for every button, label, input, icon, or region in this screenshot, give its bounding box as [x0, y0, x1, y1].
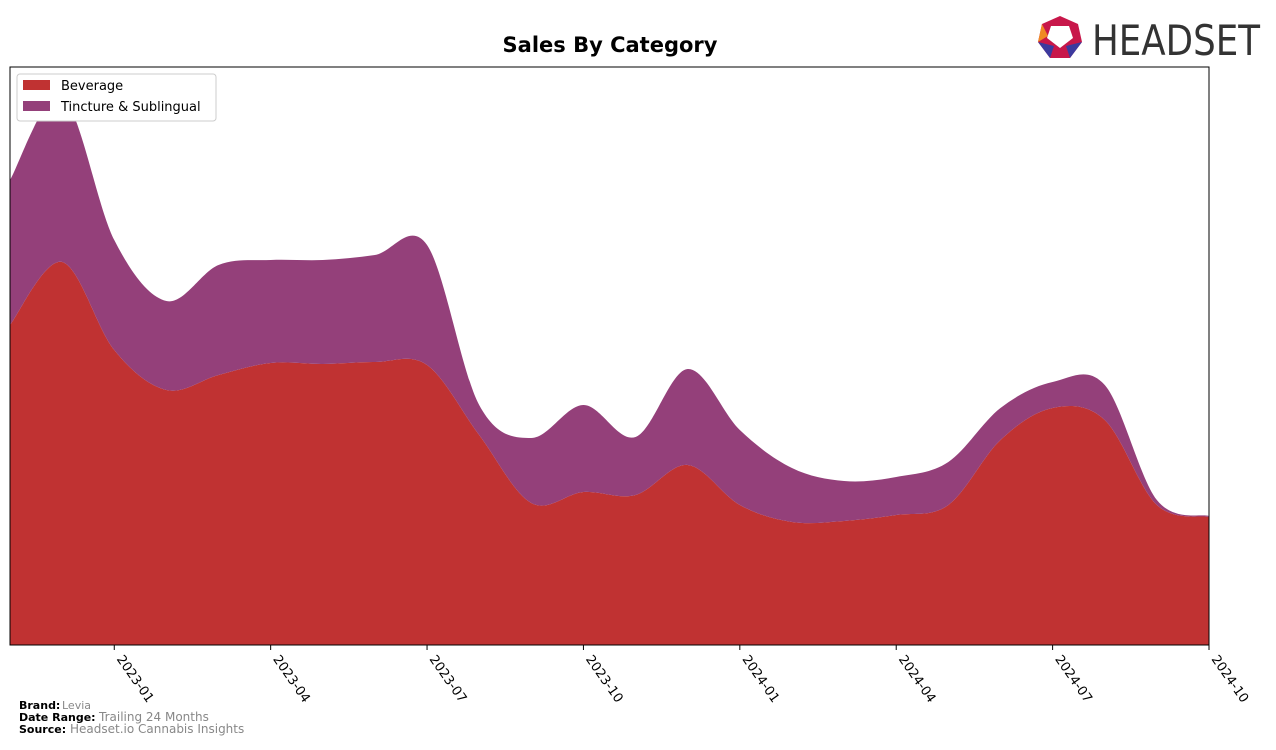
x-tick-label: 2024-07	[1051, 653, 1094, 706]
logo-mark	[1066, 42, 1082, 58]
footer-value: Headset.io Cannabis Insights	[70, 722, 244, 736]
footer-label: Brand:	[19, 699, 60, 712]
logo-mark	[1038, 24, 1048, 42]
legend-label: Tincture & Sublingual	[60, 100, 201, 115]
area	[10, 261, 1209, 645]
footer-label: Source:	[19, 723, 66, 736]
legend-label: Beverage	[61, 79, 123, 94]
x-tick-label: 2024-10	[1208, 653, 1251, 706]
plot-frame	[9, 66, 1210, 646]
x-tick-label: 2023-10	[582, 653, 625, 706]
x-tick-label: 2024-01	[739, 653, 782, 706]
logo-text: HEADSET	[1092, 16, 1260, 65]
footer-label: Date Range:	[19, 711, 96, 724]
logo-mark	[1047, 26, 1073, 48]
logo: HEADSET	[1038, 16, 1260, 65]
x-tick-label: 2023-04	[269, 653, 312, 706]
x-tick-label: 2024-04	[895, 653, 938, 706]
logo-mark	[1038, 42, 1054, 58]
legend-frame	[16, 73, 217, 122]
footer-value: Trailing 24 Months	[98, 710, 209, 724]
legend-swatch	[23, 80, 50, 90]
area	[10, 96, 1209, 524]
legend-swatch	[23, 101, 50, 111]
chart-title: Sales By Category	[503, 33, 718, 57]
x-tick-label: 2023-07	[426, 653, 469, 706]
footer-value: Levia	[62, 699, 91, 712]
legend: Beverage Tincture & Sublingual	[16, 73, 217, 122]
x-tick-label: 2023-01	[113, 653, 156, 706]
